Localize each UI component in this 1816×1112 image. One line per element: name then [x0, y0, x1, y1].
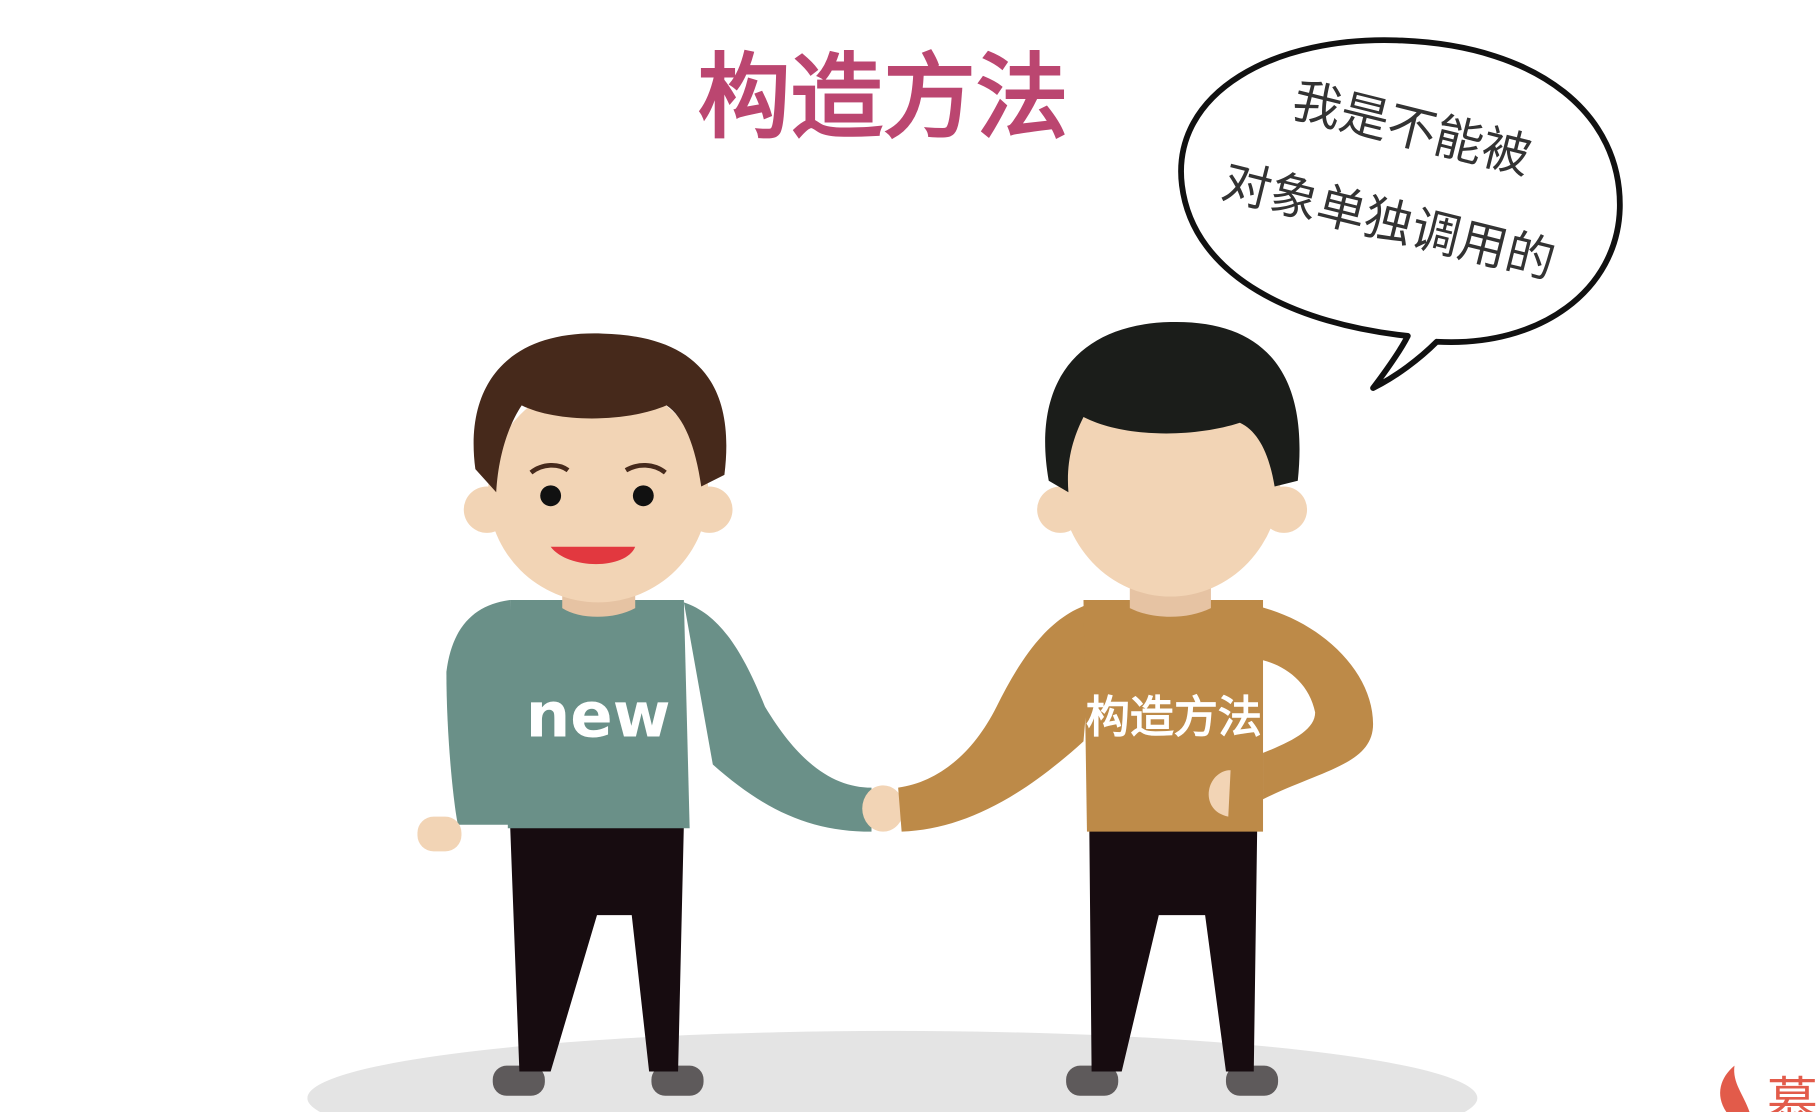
title: 构造方法 [698, 44, 1069, 152]
watermark: 慕 [1767, 1073, 1816, 1112]
speech-bubble: 我是不能被 对象单独调用的 [1178, 37, 1623, 391]
person-left: new [417, 333, 904, 1096]
watermark-icon [1720, 1065, 1750, 1112]
shirt-label: new [526, 679, 671, 752]
ground-shadow [307, 1030, 1478, 1112]
person-right: 构造方法 [898, 321, 1374, 1096]
shirt-label: 构造方法 [1086, 692, 1262, 743]
